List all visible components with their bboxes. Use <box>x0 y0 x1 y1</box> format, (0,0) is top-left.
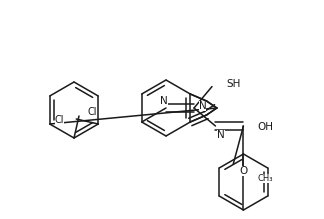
Text: N: N <box>160 96 168 106</box>
Text: Cl: Cl <box>55 115 64 125</box>
Text: Cl: Cl <box>87 107 97 117</box>
Text: SH: SH <box>226 79 240 88</box>
Text: OH: OH <box>258 122 273 132</box>
Text: O: O <box>239 166 248 176</box>
Text: N: N <box>199 101 206 111</box>
Text: CH₃: CH₃ <box>258 174 273 183</box>
Text: N: N <box>217 130 225 140</box>
